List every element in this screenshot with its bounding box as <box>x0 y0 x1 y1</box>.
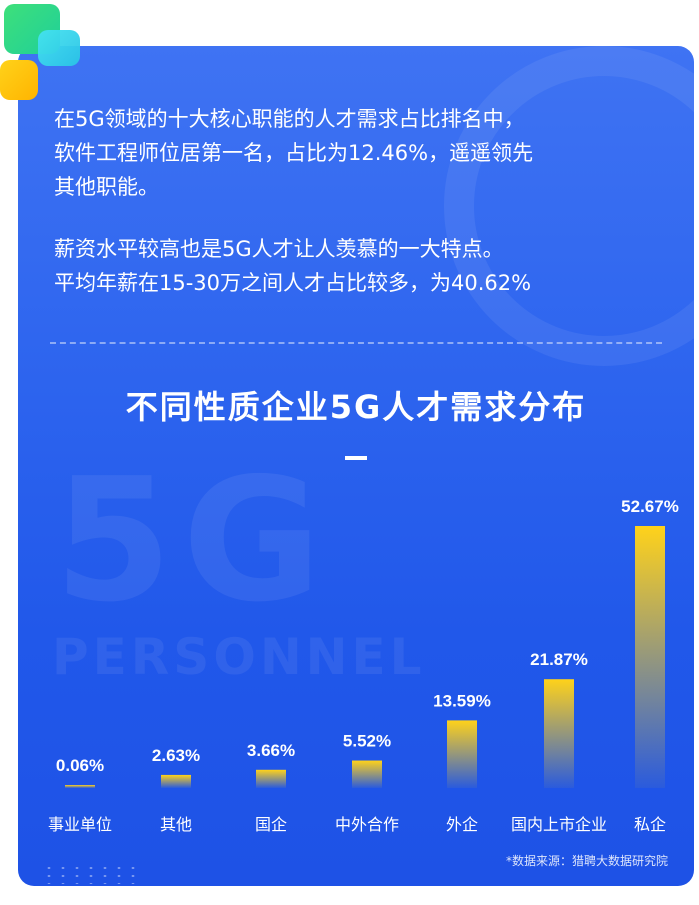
category-label-5: 国内上市企业 <box>511 815 607 834</box>
data-source: *数据来源：猎聘大数据研究院 <box>505 854 668 868</box>
bar-0 <box>65 785 95 788</box>
value-label-3: 5.52% <box>343 732 391 751</box>
bar-4 <box>447 720 477 788</box>
watermark-5g: 5G <box>54 442 332 640</box>
value-label-2: 3.66% <box>247 741 295 760</box>
decorative-yellow-square <box>0 60 38 100</box>
value-label-0: 0.06% <box>56 756 104 775</box>
value-label-5: 21.87% <box>530 650 588 669</box>
intro-paragraph-2: 薪资水平较高也是5G人才让人羡慕的一大特点。 平均年薪在15-30万之间人才占比… <box>54 237 532 295</box>
value-label-4: 13.59% <box>433 691 491 710</box>
watermark-personnel: PERSONNEL <box>52 628 426 686</box>
category-label-2: 国企 <box>255 815 287 834</box>
bar-2 <box>256 769 286 788</box>
category-label-1: 其他 <box>160 815 192 834</box>
bar-3 <box>352 760 382 788</box>
category-label-0: 事业单位 <box>48 815 112 834</box>
bar-5 <box>544 679 574 788</box>
title-underline <box>345 456 367 460</box>
category-label-3: 中外合作 <box>335 815 399 834</box>
infographic-card: 5G PERSONNEL 在5G领域的十大核心职能的人才需求占比排名中， 软件工… <box>18 46 694 886</box>
decorative-dots <box>42 864 142 884</box>
dashed-divider <box>50 342 662 344</box>
value-label-1: 2.63% <box>152 746 200 765</box>
bar-1 <box>161 774 191 788</box>
category-label-4: 外企 <box>446 815 478 834</box>
decorative-cyan-square <box>38 30 80 66</box>
intro-paragraph-1: 在5G领域的十大核心职能的人才需求占比排名中， 软件工程师位居第一名，占比为12… <box>54 107 534 199</box>
bar-chart: 0.06% 事业单位 2.63% 其他 3.66% 国企 5.52% 中外合作 13.59% 外企… <box>48 497 679 834</box>
category-label-6: 私企 <box>634 815 666 834</box>
bar-6 <box>635 526 665 788</box>
chart-title: 不同性质企业5G人才需求分布 <box>125 388 587 426</box>
value-label-6: 52.67% <box>621 497 679 516</box>
